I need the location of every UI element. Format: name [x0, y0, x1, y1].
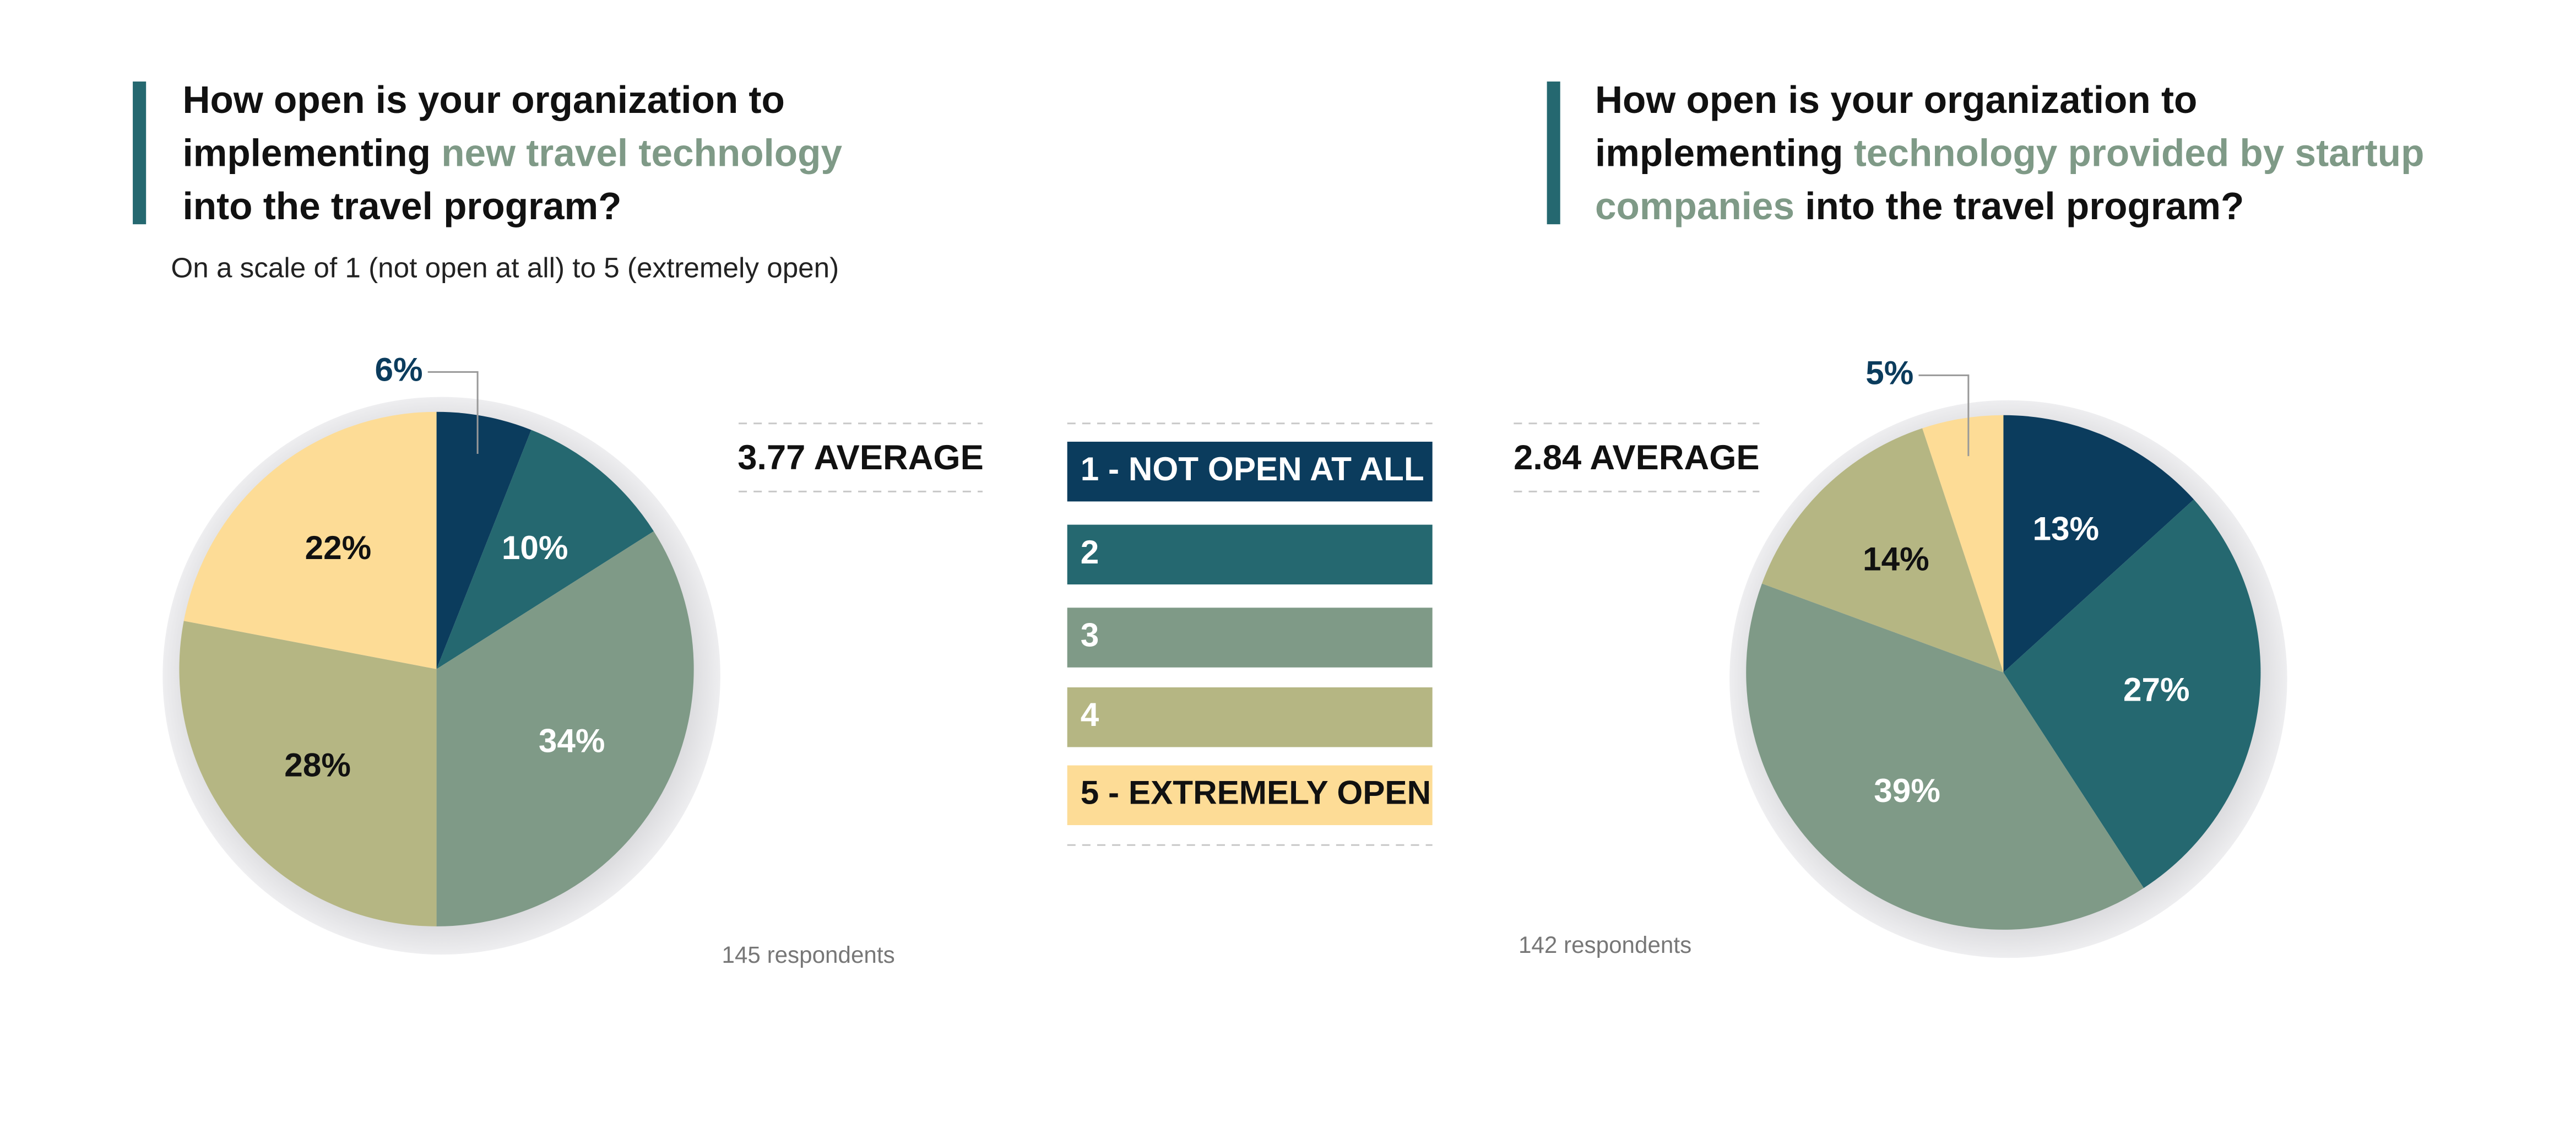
chart-title: implementing new travel technology — [182, 132, 842, 175]
data-label: 39% — [1874, 772, 1940, 809]
respondents: 145 respondents — [722, 942, 894, 968]
chart-title: companies into the travel program? — [1595, 185, 2244, 227]
respondents: 142 respondents — [1519, 932, 1691, 958]
chart-title: implementing technology provided by star… — [1595, 132, 2424, 175]
legend-label: 1 - NOT OPEN AT ALL — [1081, 450, 1424, 487]
pie-slice — [436, 411, 532, 669]
title-text: into the travel program? — [1794, 185, 2244, 227]
title-highlight: companies — [1595, 185, 1794, 227]
average-label: 3.77 AVERAGE — [737, 438, 984, 477]
title-bar — [133, 82, 147, 225]
pie-slice — [183, 411, 437, 669]
legend-swatch — [1067, 765, 1433, 826]
pie-slice — [1922, 415, 2004, 673]
legend-swatch — [1067, 441, 1433, 502]
data-label: 10% — [502, 529, 568, 566]
title-text: How open is your organization to — [1595, 78, 2197, 121]
legend-swatch — [1067, 608, 1433, 668]
pie-slice — [1761, 428, 2004, 673]
callout-line — [427, 371, 479, 454]
data-label: 34% — [539, 722, 605, 760]
data-label: 22% — [305, 529, 372, 566]
title-highlight: new travel technology — [441, 132, 842, 175]
pie-slice — [179, 621, 437, 926]
title-text: How open is your organization to — [182, 78, 784, 121]
pie-slice — [436, 531, 694, 926]
title-highlight: technology provided by startup — [1854, 132, 2425, 175]
legend-swatch — [1067, 524, 1433, 585]
data-label: 13% — [2032, 509, 2099, 547]
average-label: 2.84 AVERAGE — [1514, 438, 1760, 477]
title-text: implementing — [182, 132, 441, 175]
data-label: 5% — [1865, 354, 1913, 391]
data-label: 28% — [284, 746, 351, 783]
legend-label: 2 — [1081, 533, 1099, 571]
legend-swatch — [1067, 687, 1433, 747]
pie-slice — [2003, 499, 2261, 888]
title-bar — [1547, 82, 1560, 225]
data-label: 14% — [1863, 540, 1929, 577]
callout-line — [1918, 374, 1970, 457]
chart-title: into the travel program? — [182, 185, 621, 227]
data-label: 6% — [375, 350, 423, 388]
legend-label: 4 — [1081, 696, 1099, 733]
pie-slice — [436, 430, 654, 669]
chart-subtitle: On a scale of 1 (not open at all) to 5 (… — [171, 252, 839, 284]
title-text: into the travel program? — [182, 185, 621, 227]
pie-slice — [2003, 415, 2194, 673]
data-label: 27% — [2123, 671, 2190, 708]
pie-slice — [1746, 583, 2144, 930]
title-text: implementing — [1595, 132, 1854, 175]
legend-label: 5 - EXTREMELY OPEN — [1081, 774, 1431, 811]
chart-title: How open is your organization to — [1595, 78, 2197, 121]
chart-title: How open is your organization to — [182, 78, 784, 121]
legend-label: 3 — [1081, 616, 1099, 653]
